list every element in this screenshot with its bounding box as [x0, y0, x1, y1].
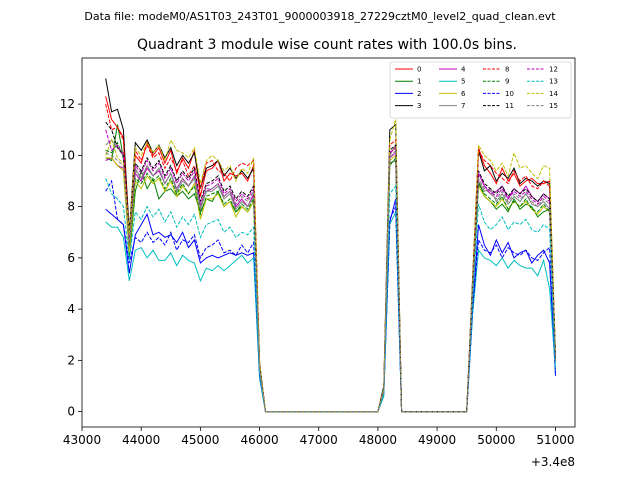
legend-entry-1: 1	[395, 78, 421, 86]
x-tick-label: 49000	[418, 433, 456, 447]
legend-frame	[389, 61, 572, 119]
y-tick-label: 6	[67, 251, 75, 265]
series-line-13	[105, 178, 556, 413]
x-tick-label: 50000	[477, 433, 515, 447]
x-tick-label: 44000	[122, 433, 160, 447]
legend-label: 4	[461, 66, 466, 74]
legend-entry-5: 5	[439, 78, 465, 86]
legend-entry-8: 8	[483, 66, 509, 74]
y-tick-label: 8	[67, 200, 75, 214]
legend-entry-7: 7	[439, 102, 465, 110]
legend-label: 10	[505, 90, 514, 98]
legend-label: 5	[461, 78, 465, 86]
legend-label: 1	[417, 78, 421, 86]
legend-entry-0: 0	[395, 66, 421, 74]
legend-label: 11	[505, 102, 514, 110]
legend-label: 2	[417, 90, 421, 98]
legend-label: 6	[461, 90, 466, 98]
legend-entry-4: 4	[439, 66, 466, 74]
y-tick-label: 2	[67, 353, 75, 367]
series-line-12	[105, 129, 556, 413]
series-line-9	[105, 141, 556, 413]
y-tick-label: 10	[60, 148, 75, 162]
legend-entry-6: 6	[439, 90, 466, 98]
series-line-6	[105, 154, 556, 413]
plot-area	[105, 78, 556, 413]
series-line-11	[105, 121, 556, 413]
y-tick-label: 4	[67, 302, 75, 316]
series-line-14	[105, 119, 556, 413]
chart-title: Quadrant 3 module wise count rates with …	[137, 37, 517, 53]
legend-label: 3	[417, 102, 421, 110]
x-tick-label: 43000	[63, 433, 101, 447]
series-line-5	[105, 211, 556, 413]
series-line-2	[105, 198, 556, 413]
figure-suptitle: Data file: modeM0/AS1T03_243T01_90000039…	[84, 10, 556, 23]
legend-entry-2: 2	[395, 90, 421, 98]
series-line-15	[105, 148, 556, 413]
legend-label: 13	[549, 78, 558, 86]
series-line-3	[105, 78, 556, 413]
y-tick-label: 12	[60, 97, 75, 111]
legend-label: 7	[461, 102, 465, 110]
axes-frame	[81, 57, 576, 428]
x-tick-label: 51000	[536, 433, 574, 447]
legend-entry-10: 10	[483, 90, 514, 98]
legend-label: 15	[549, 102, 558, 110]
legend-entry-3: 3	[395, 102, 421, 110]
legend-entry-11: 11	[483, 102, 514, 110]
series-line-10	[105, 179, 556, 413]
x-axis-offset-label: +3.4e8	[531, 455, 575, 469]
legend-entry-14: 14	[527, 90, 558, 98]
legend-entry-12: 12	[527, 66, 558, 74]
x-tick-label: 46000	[240, 433, 278, 447]
x-axis: 43000 44000 45000 46000 47000 48000 49000 50000…	[63, 427, 575, 447]
legend-label: 0	[417, 66, 421, 74]
y-axis: 0 2 4 6 8 10 12	[60, 97, 82, 419]
legend-label: 8	[505, 66, 509, 74]
series-line-0	[105, 96, 556, 413]
legend-label: 14	[549, 90, 558, 98]
x-tick-label: 48000	[359, 433, 397, 447]
x-tick-label: 47000	[300, 433, 338, 447]
legend-label: 12	[549, 66, 558, 74]
legend-label: 9	[505, 78, 509, 86]
x-tick-label: 45000	[181, 433, 219, 447]
y-tick-label: 0	[67, 405, 75, 419]
legend-entry-9: 9	[483, 78, 509, 86]
legend-entry-15: 15	[527, 102, 558, 110]
legend-entry-13: 13	[527, 78, 558, 86]
